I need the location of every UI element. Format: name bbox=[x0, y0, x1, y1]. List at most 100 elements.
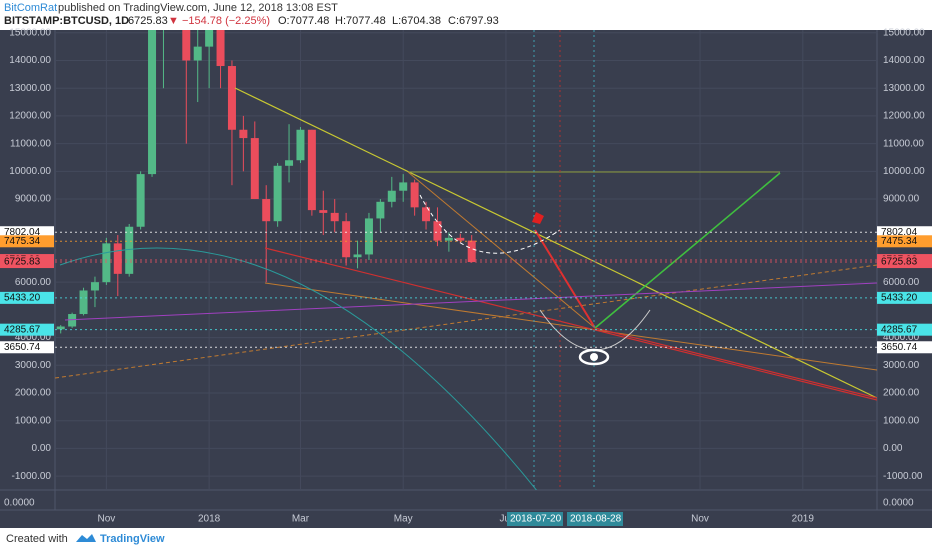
y-tick-label: 10000.00 bbox=[9, 166, 51, 177]
eye-icon bbox=[578, 348, 610, 366]
level-label: 7475.34 bbox=[4, 236, 41, 247]
x-tick-label: Mar bbox=[292, 514, 310, 525]
candle-body bbox=[422, 207, 431, 222]
level-box bbox=[877, 341, 932, 354]
trendline bbox=[64, 282, 877, 321]
trendline bbox=[594, 327, 877, 399]
y-tick-label: 9000.00 bbox=[883, 194, 920, 205]
candle-body bbox=[227, 66, 236, 130]
candle-body bbox=[273, 165, 282, 222]
level-box bbox=[877, 256, 932, 269]
y-tick-label: 6000.00 bbox=[15, 277, 52, 288]
candle-body bbox=[125, 226, 134, 274]
candle-body bbox=[376, 201, 385, 219]
level-label: 3650.74 bbox=[881, 342, 918, 353]
open: O:7077.48 bbox=[278, 15, 329, 27]
candle-body bbox=[113, 243, 122, 274]
candle-body bbox=[102, 243, 111, 283]
level-box bbox=[877, 235, 932, 248]
chart-bg bbox=[0, 30, 932, 528]
x-tick-label: 2019 bbox=[792, 514, 815, 525]
y-tick-label: 0.00 bbox=[32, 443, 52, 454]
y-tick-label: 14000.00 bbox=[883, 55, 925, 66]
y-tick-label: -1000.00 bbox=[12, 471, 52, 482]
x-tick-label: Nov bbox=[691, 514, 709, 525]
level-label: 4285.67 bbox=[881, 324, 918, 335]
footer-brand[interactable]: TradingView bbox=[100, 533, 165, 545]
y-tick-label: 6000.00 bbox=[883, 277, 920, 288]
y-tick-label: 14000.00 bbox=[9, 55, 51, 66]
logo bbox=[76, 534, 96, 542]
candle-body bbox=[239, 129, 248, 139]
y-tick-label: 2000.00 bbox=[15, 388, 52, 399]
lower-pane-label: 0.0000 bbox=[883, 498, 914, 509]
candle-body bbox=[342, 221, 351, 258]
level-box bbox=[0, 226, 54, 239]
y-tick-label: 1000.00 bbox=[15, 415, 52, 426]
change: ▼ −154.78 (−2.25%) bbox=[168, 15, 270, 27]
level-label: 4285.67 bbox=[4, 324, 41, 335]
trendline bbox=[234, 87, 877, 399]
date-marker: 2018-08-28 bbox=[570, 514, 622, 525]
level-box bbox=[0, 323, 54, 336]
level-box bbox=[877, 291, 932, 304]
arc bbox=[419, 194, 561, 254]
trendline bbox=[55, 264, 877, 379]
candle-body bbox=[262, 199, 271, 222]
candle-body bbox=[319, 210, 328, 213]
y-tick-label: 11000.00 bbox=[10, 138, 51, 149]
drawings bbox=[55, 30, 877, 490]
date-marker-box bbox=[567, 512, 623, 526]
trendline bbox=[264, 247, 877, 401]
candle-body bbox=[68, 314, 77, 327]
published: published on TradingView.com, June 12, 2… bbox=[58, 2, 338, 14]
y-tick-label: 4000.00 bbox=[883, 332, 920, 343]
y-tick-label: 13000.00 bbox=[883, 83, 925, 94]
candle-body bbox=[148, 30, 157, 175]
y-tick-label: 10000.00 bbox=[883, 166, 925, 177]
candle-body bbox=[285, 160, 294, 166]
lower-pane-label: 0.0000 bbox=[4, 498, 35, 509]
y-tick-label: 2000.00 bbox=[883, 388, 920, 399]
y-tick-label: 15000.00 bbox=[9, 27, 51, 38]
level-box bbox=[877, 323, 932, 336]
candle-body bbox=[182, 30, 191, 61]
author[interactable]: BitComRat bbox=[4, 2, 57, 14]
level-label: 7802.04 bbox=[4, 227, 41, 238]
candle-body bbox=[250, 138, 259, 200]
low: L:6704.38 bbox=[392, 15, 441, 27]
candle-body bbox=[456, 237, 465, 241]
y-tick-label: 3000.00 bbox=[883, 360, 920, 371]
candle-body bbox=[296, 129, 305, 161]
candle-body bbox=[90, 282, 99, 291]
level-box bbox=[0, 341, 54, 354]
level-label: 5433.20 bbox=[4, 293, 41, 304]
candle-body bbox=[410, 182, 419, 208]
y-tick-label: 11000.00 bbox=[883, 138, 924, 149]
date-marker-box bbox=[507, 512, 563, 526]
candle-body bbox=[56, 326, 65, 330]
arrow bbox=[534, 229, 596, 329]
y-tick-label: 12000.00 bbox=[883, 111, 925, 122]
date-marker: 2018-07-20 bbox=[510, 514, 562, 525]
candle-body bbox=[444, 237, 453, 241]
eye-pupil bbox=[590, 353, 598, 361]
y-tick-label: 3000.00 bbox=[15, 360, 52, 371]
footer-created: Created with bbox=[6, 533, 68, 545]
candle-body bbox=[467, 240, 476, 263]
last-price: 6725.83 bbox=[128, 15, 168, 27]
level-box bbox=[0, 291, 54, 304]
flag-icon bbox=[532, 212, 544, 224]
candle-body bbox=[353, 254, 362, 258]
x-tick-label: 2018 bbox=[198, 514, 221, 525]
candle-body bbox=[216, 30, 225, 67]
level-label: 3650.74 bbox=[4, 342, 41, 353]
candle-body bbox=[205, 30, 214, 47]
y-tick-label: 9000.00 bbox=[15, 194, 52, 205]
candle-body bbox=[433, 221, 442, 241]
close: C:6797.93 bbox=[448, 15, 499, 27]
candle-body bbox=[193, 46, 202, 61]
y-tick-label: 15000.00 bbox=[883, 27, 925, 38]
x-tick-label: Nov bbox=[97, 514, 115, 525]
